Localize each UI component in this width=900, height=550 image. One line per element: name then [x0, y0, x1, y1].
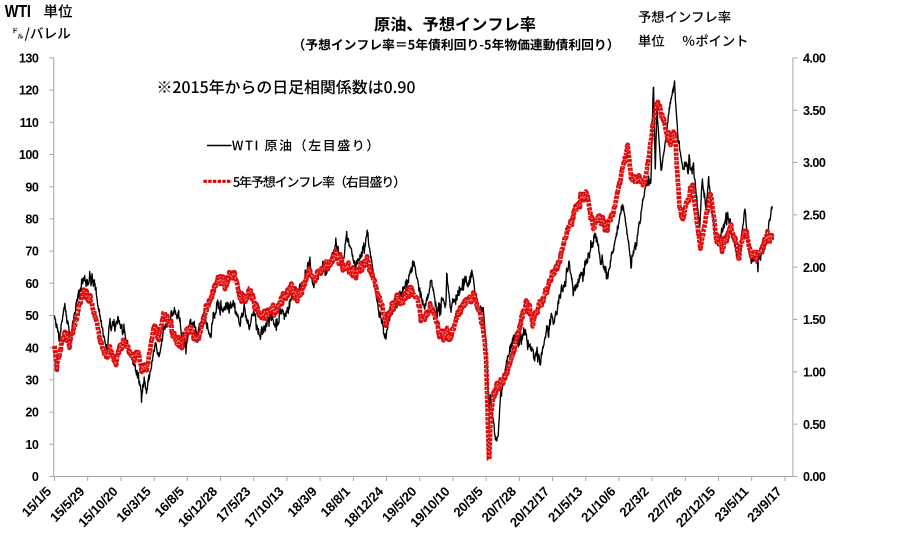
svg-text:90: 90	[25, 180, 38, 194]
svg-text:0.50: 0.50	[803, 418, 826, 432]
svg-text:4.00: 4.00	[803, 52, 826, 66]
svg-text:1.00: 1.00	[803, 366, 826, 380]
svg-text:20: 20	[25, 406, 38, 420]
svg-text:10: 10	[25, 438, 38, 452]
svg-text:3.00: 3.00	[803, 156, 826, 170]
svg-text:WTI: WTI	[5, 3, 31, 21]
svg-text:80: 80	[25, 213, 38, 227]
svg-text:3.50: 3.50	[803, 104, 826, 118]
svg-text:130: 130	[19, 52, 39, 66]
svg-text:110: 110	[20, 116, 39, 130]
svg-text:70: 70	[25, 245, 38, 259]
svg-text:2.00: 2.00	[803, 261, 826, 275]
svg-text:40: 40	[25, 341, 38, 355]
svg-text:0.00: 0.00	[803, 470, 826, 484]
svg-text:120: 120	[19, 84, 39, 98]
svg-text:1.50: 1.50	[803, 313, 826, 327]
svg-text:30: 30	[25, 374, 38, 388]
svg-text:100: 100	[19, 148, 39, 162]
svg-text:0: 0	[32, 470, 39, 484]
svg-text:60: 60	[25, 277, 38, 291]
svg-text:2.50: 2.50	[803, 209, 826, 223]
svg-text:50: 50	[25, 309, 38, 323]
